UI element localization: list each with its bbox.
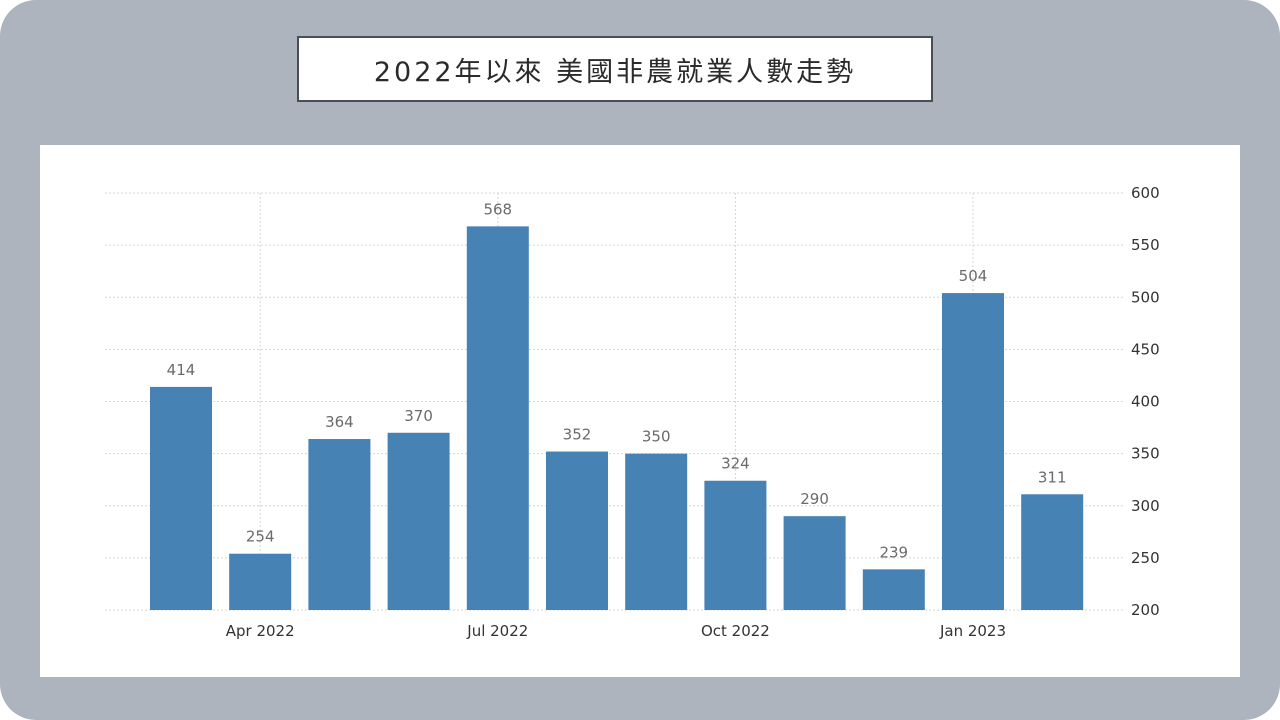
y-tick-label: 300 bbox=[1131, 497, 1160, 515]
bar-value-label: 239 bbox=[879, 543, 908, 561]
y-tick-label: 350 bbox=[1131, 445, 1160, 463]
x-tick-label: Jan 2023 bbox=[939, 622, 1006, 640]
chart-panel: 200 250 300 350 400 450 500 550 600 Apr 2022 Jul 2… bbox=[40, 145, 1240, 677]
bar bbox=[704, 480, 767, 610]
x-tick-label: Jul 2022 bbox=[466, 622, 528, 640]
y-tick-label: 550 bbox=[1131, 236, 1160, 254]
title-box: 2022年以來 美國非農就業人數走勢 bbox=[297, 36, 933, 102]
bar-value-label: 324 bbox=[721, 455, 750, 473]
y-tick-label: 500 bbox=[1131, 288, 1160, 306]
bar bbox=[942, 293, 1004, 610]
bar bbox=[625, 453, 688, 610]
bar bbox=[862, 569, 925, 610]
y-tick-label: 400 bbox=[1131, 393, 1160, 411]
bar bbox=[546, 451, 608, 610]
bar-value-label: 254 bbox=[246, 528, 275, 546]
bar bbox=[1021, 494, 1084, 610]
bar-value-label: 370 bbox=[404, 407, 433, 425]
bar-value-label: 311 bbox=[1038, 468, 1067, 486]
y-tick-label: 600 bbox=[1131, 184, 1160, 202]
bar-value-label: 350 bbox=[642, 428, 671, 446]
bar-value-label: 504 bbox=[959, 267, 988, 285]
bar bbox=[466, 226, 529, 611]
bar bbox=[150, 386, 212, 610]
y-tick-label: 200 bbox=[1131, 601, 1160, 619]
bar-value-label: 414 bbox=[167, 361, 196, 379]
x-tick-label: Oct 2022 bbox=[701, 622, 770, 640]
bar bbox=[229, 553, 292, 610]
bar bbox=[387, 432, 450, 610]
bar-value-label: 352 bbox=[563, 426, 592, 444]
y-tick-label: 450 bbox=[1131, 340, 1160, 358]
bar bbox=[783, 516, 846, 610]
x-tick-label: Apr 2022 bbox=[226, 622, 295, 640]
bar bbox=[308, 439, 371, 610]
y-tick-label: 250 bbox=[1131, 549, 1160, 567]
bar-value-label: 290 bbox=[800, 490, 829, 508]
chart-title: 2022年以來 美國非農就業人數走勢 bbox=[373, 56, 857, 88]
bar-value-label: 568 bbox=[483, 200, 512, 218]
bar-value-label: 364 bbox=[325, 413, 354, 431]
bar-chart: 200 250 300 350 400 450 500 550 600 Apr 2022 Jul 2… bbox=[105, 184, 1160, 640]
